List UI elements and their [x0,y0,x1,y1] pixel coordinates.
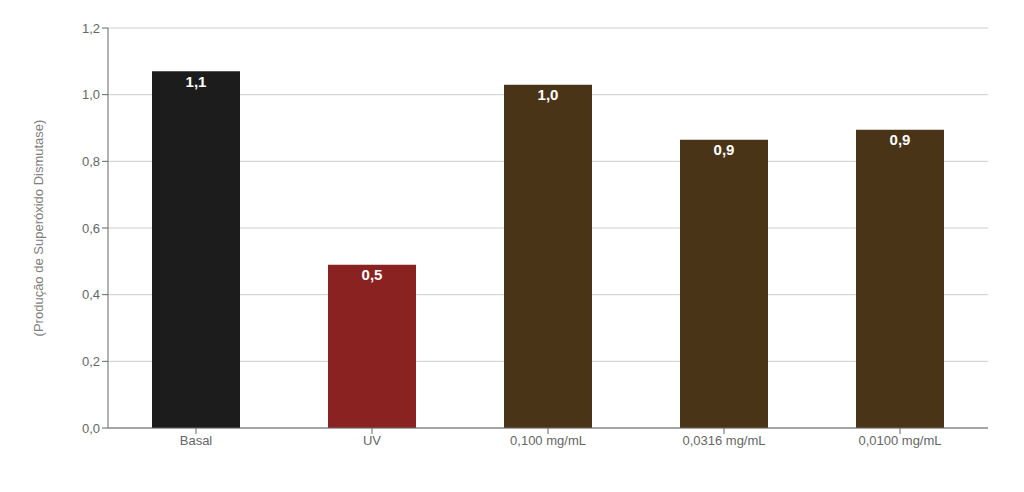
svg-text:1,1: 1,1 [186,73,207,90]
svg-text:(Produção de Superóxido Dismut: (Produção de Superóxido Dismutase) [31,120,46,337]
svg-text:0,5: 0,5 [362,266,383,283]
svg-text:1,0: 1,0 [538,86,559,103]
svg-text:0,0316 mg/mL: 0,0316 mg/mL [682,433,765,448]
svg-text:1,2: 1,2 [82,21,100,36]
svg-text:0,9: 0,9 [714,141,735,158]
svg-text:1,0: 1,0 [82,87,100,102]
svg-text:UV: UV [363,433,381,448]
svg-text:0,100 mg/mL: 0,100 mg/mL [510,433,586,448]
svg-text:0,8: 0,8 [82,154,100,169]
svg-text:0,0100 mg/mL: 0,0100 mg/mL [858,433,941,448]
svg-text:0,9: 0,9 [890,131,911,148]
svg-text:0,0: 0,0 [82,421,100,436]
svg-text:Basal: Basal [180,433,213,448]
svg-text:0,4: 0,4 [82,287,100,302]
svg-text:0,2: 0,2 [82,354,100,369]
svg-text:0,6: 0,6 [82,221,100,236]
